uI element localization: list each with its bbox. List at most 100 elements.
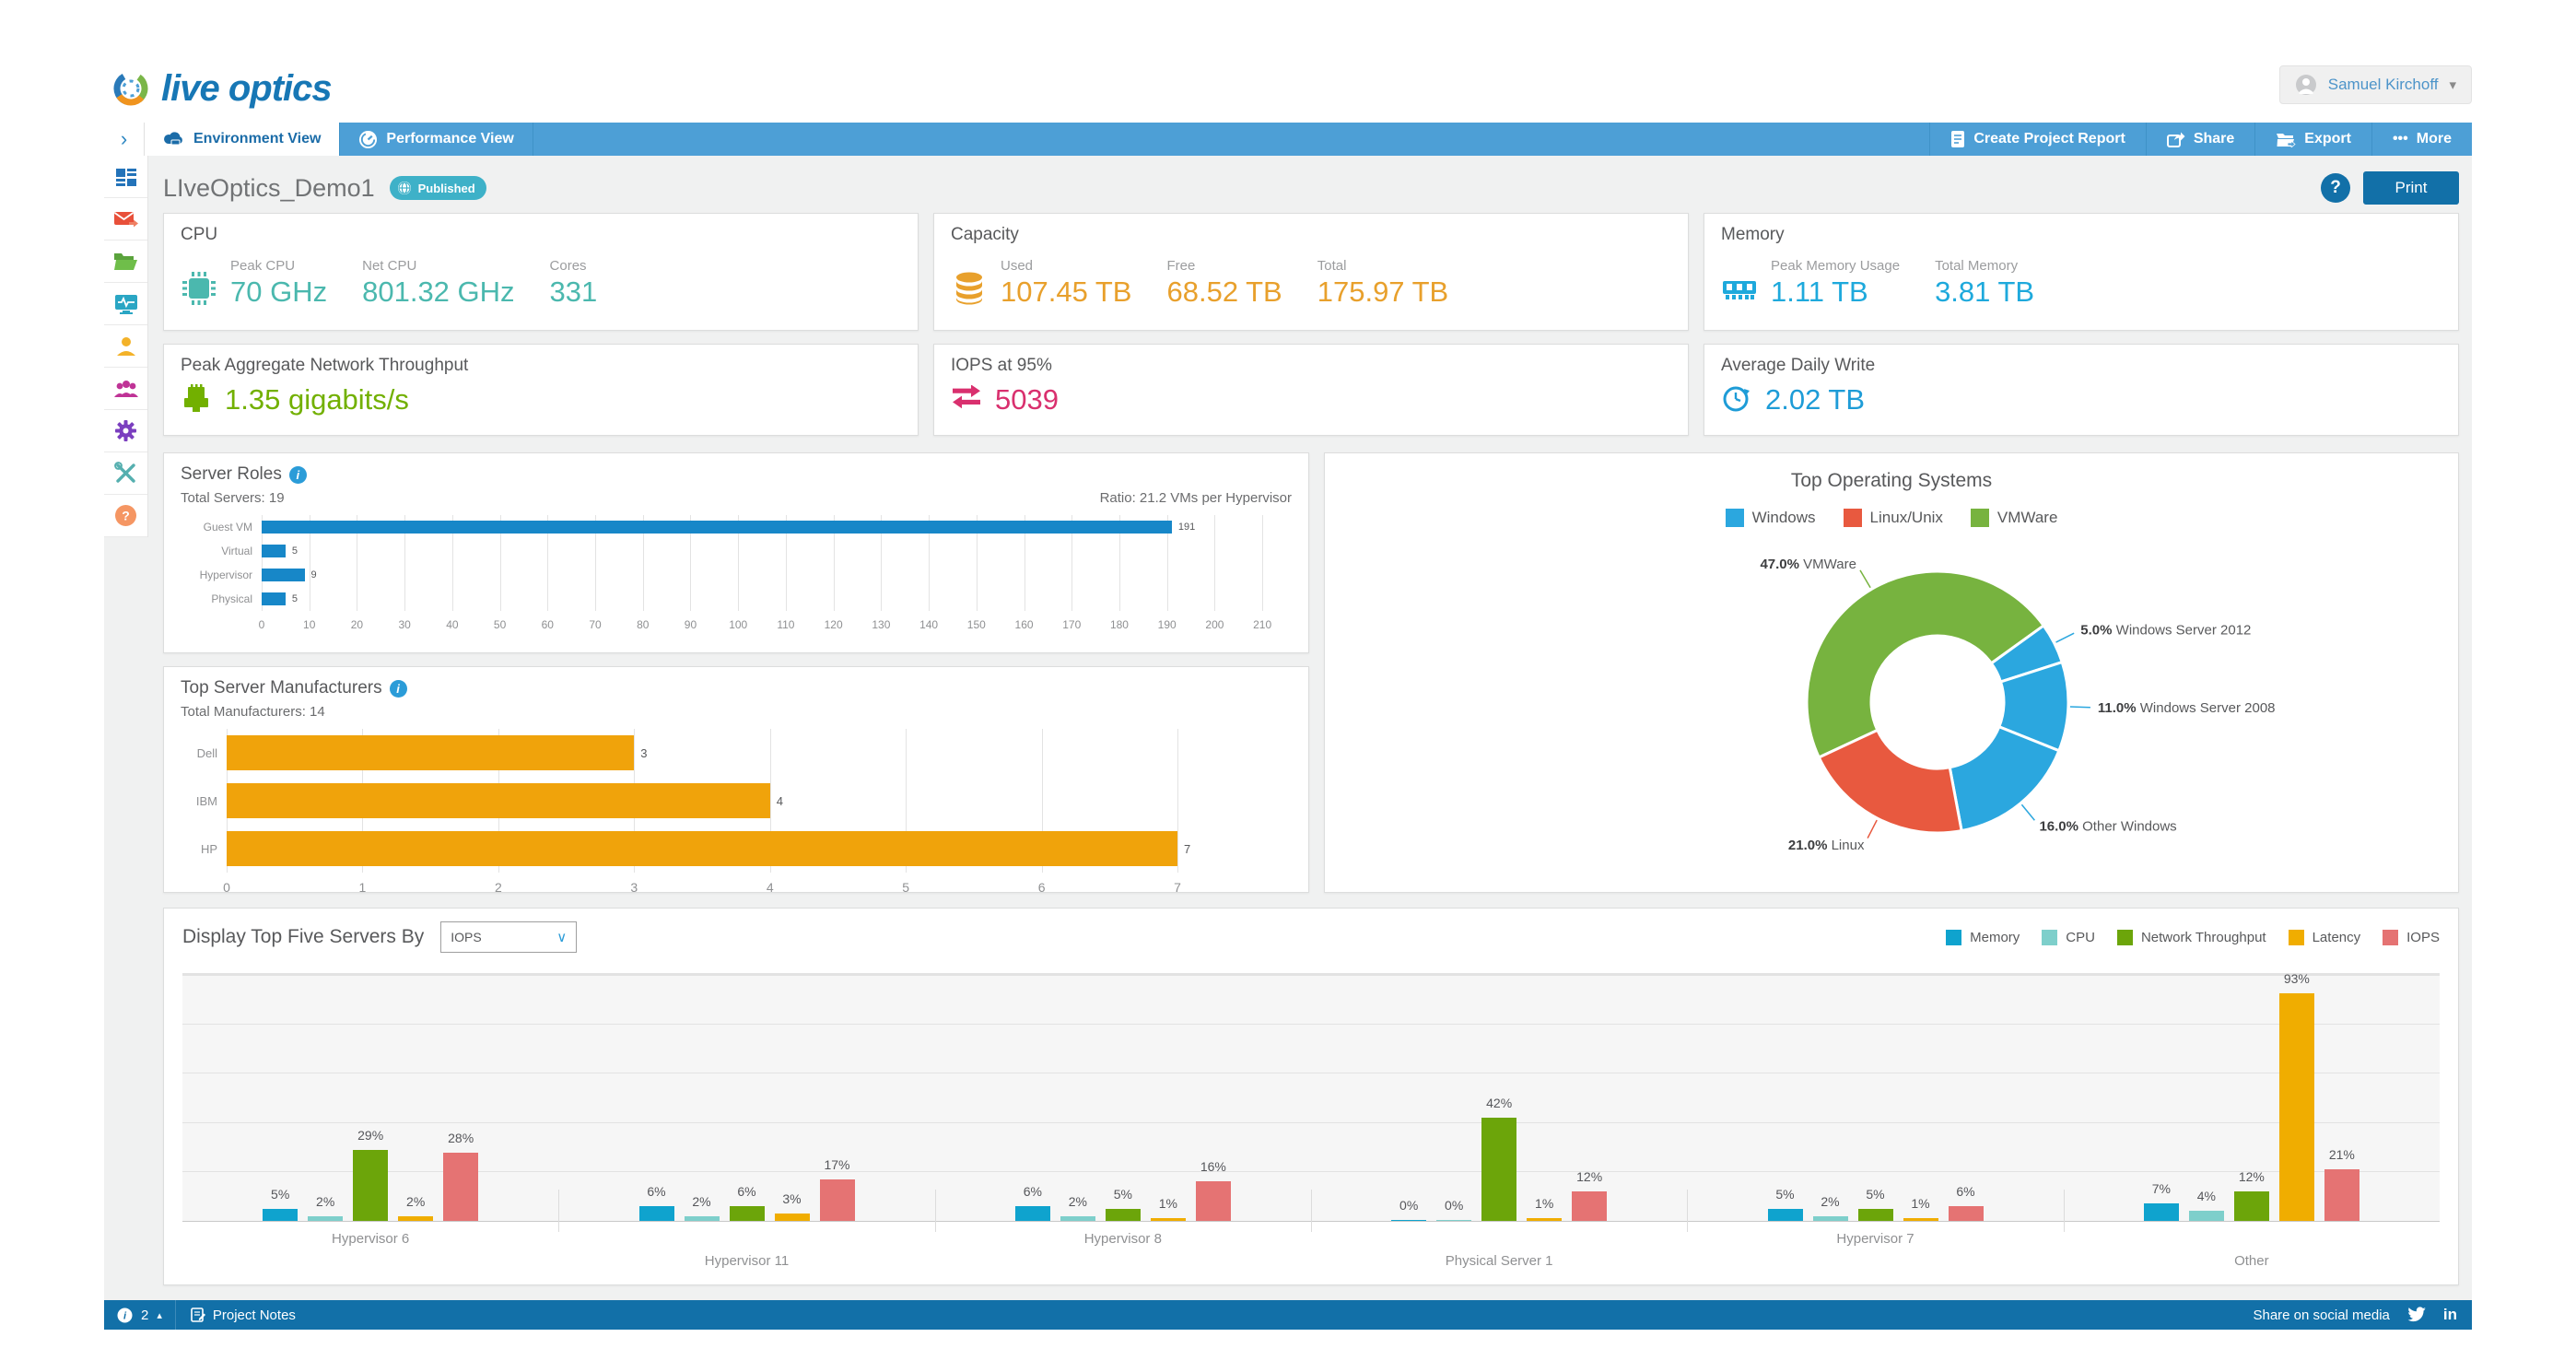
metric: Total 175.97 TB	[1317, 258, 1448, 309]
bar-value-label: 6%	[647, 1184, 666, 1200]
tab-label: Environment View	[193, 131, 322, 147]
daily-write-card: Average Daily Write 2.02 TB	[1704, 344, 2459, 436]
bar-value-label: 7%	[2151, 1181, 2171, 1197]
gridline	[929, 515, 931, 611]
info-icon[interactable]: i	[389, 679, 407, 698]
group-category-label: Hypervisor 8	[1083, 1231, 1162, 1247]
top-servers-category-labels: Hypervisor 6 Hypervisor 11 Hypervisor 8 Phy…	[182, 1222, 2440, 1275]
x-tick-label: 50	[493, 618, 507, 631]
twitter-button[interactable]	[2406, 1306, 2427, 1324]
metric-value: 331	[549, 276, 598, 308]
help-icon: ?	[115, 505, 136, 526]
sidebar-item-help[interactable]: ?	[104, 495, 147, 537]
bar	[227, 783, 770, 818]
sidebar-item-user[interactable]	[104, 325, 147, 368]
top-five-metric-select[interactable]: IOPS ∨	[440, 921, 578, 953]
sidebar-collapse-button[interactable]: ›	[104, 123, 145, 156]
x-tick-label: 130	[872, 618, 891, 631]
notifications-counter[interactable]: i 2 ▴	[104, 1308, 175, 1323]
bar-value-label: 29%	[357, 1127, 384, 1143]
x-tick-label: 0	[223, 880, 230, 895]
bar-value-label: 0%	[1399, 1198, 1419, 1213]
legend-swatch	[2116, 929, 2133, 945]
bar-cpu	[1812, 1215, 1848, 1221]
create-project-report-button[interactable]: Create Project Report	[1929, 123, 2146, 156]
dashboard-main: LIveOptics_Demo1 Published ? Print	[148, 156, 2472, 1300]
bar-value-label: 2%	[692, 1193, 711, 1209]
sidebar-item-monitor[interactable]	[104, 283, 147, 325]
user-menu[interactable]: Samuel Kirchoff ▾	[2278, 65, 2472, 104]
caret-up-icon: ▴	[157, 1309, 162, 1321]
more-button[interactable]: ••• More	[2371, 123, 2472, 156]
folder-open-icon	[114, 253, 137, 270]
label-leader-line	[1867, 819, 1878, 838]
view-nav-bar: › Environment View Performance View	[104, 123, 2472, 156]
bar	[262, 569, 305, 581]
bar-iops	[443, 1152, 479, 1221]
gridline	[182, 975, 2440, 976]
gridline	[451, 515, 453, 611]
label-leader-line	[2020, 803, 2035, 821]
share-social-label: Share on social media	[2253, 1307, 2390, 1323]
sidebar-item-dashboard[interactable]	[104, 156, 147, 198]
ellipsis-icon: •••	[2392, 131, 2408, 147]
gridline	[499, 515, 501, 611]
gridline	[1262, 515, 1264, 611]
x-tick-label: 5	[902, 880, 910, 895]
export-button[interactable]: Export	[2254, 123, 2371, 156]
database-icon	[956, 272, 982, 305]
bar-row: Guest VM 191	[181, 515, 1292, 539]
bar-value-label: 191	[1177, 522, 1196, 533]
legend-label: Linux/Unix	[1869, 509, 1943, 526]
gridline	[595, 515, 597, 611]
legend-swatch	[1946, 929, 1962, 945]
clock-write-icon	[1723, 386, 1750, 412]
metric-value: 107.45 TB	[1001, 276, 1132, 308]
footer-divider	[174, 1300, 176, 1330]
bar-cpu	[1436, 1220, 1472, 1221]
bar-value-label: 1%	[1911, 1196, 1930, 1212]
sidebar-item-team[interactable]	[104, 368, 147, 410]
sidebar-item-settings[interactable]	[104, 410, 147, 452]
group-separator	[934, 1190, 936, 1232]
metric: Net CPU 801.32 GHz	[362, 258, 514, 309]
metric-value: 175.97 TB	[1317, 276, 1449, 308]
info-icon[interactable]: i	[288, 465, 307, 484]
bar-network-throughput	[1857, 1208, 1893, 1221]
sidebar-item-projects[interactable]	[104, 240, 147, 283]
metric-label: Total Memory	[1935, 258, 2019, 274]
globe-icon	[397, 182, 411, 194]
activity-monitor-icon	[114, 294, 137, 314]
legend-swatch	[1843, 509, 1862, 527]
gridline	[690, 515, 692, 611]
x-tick-label: 0	[258, 618, 265, 631]
legend-label: Latency	[2312, 929, 2361, 945]
bar-value-label: 5%	[271, 1186, 290, 1202]
sidebar-item-mail[interactable]	[104, 198, 147, 240]
bar-value-label: 5%	[1866, 1186, 1885, 1202]
gridline	[262, 515, 263, 611]
share-button[interactable]: Share	[2145, 123, 2254, 156]
label-leader-line	[1859, 569, 1871, 589]
bar-network-throughput	[729, 1206, 765, 1221]
bar-value-label: 5%	[1113, 1186, 1132, 1202]
tab-performance-view[interactable]: Performance View	[340, 123, 533, 156]
bar-iops	[2324, 1169, 2359, 1221]
project-notes-button[interactable]: Project Notes	[176, 1308, 310, 1323]
legend-swatch	[1970, 509, 1989, 527]
bar-row: Hypervisor 9	[181, 563, 1292, 587]
svg-text:?: ?	[122, 509, 130, 523]
bar-memory	[2143, 1203, 2179, 1221]
iops-card: IOPS at 95% 5039	[933, 344, 1689, 436]
metric-value: 70 GHz	[230, 276, 328, 308]
help-button[interactable]: ?	[2321, 173, 2350, 203]
x-tick-label: 60	[541, 618, 554, 631]
total-manufacturers-label: Total Manufacturers: 14	[181, 704, 325, 720]
tab-environment-view[interactable]: Environment View	[145, 123, 341, 156]
bar-value-label: 3	[640, 745, 648, 760]
x-tick-label: 110	[777, 618, 795, 631]
print-button[interactable]: Print	[2363, 171, 2459, 205]
linkedin-button[interactable]: in	[2442, 1306, 2457, 1323]
sidebar-item-tools[interactable]	[104, 452, 147, 495]
bar-memory	[1391, 1220, 1427, 1221]
